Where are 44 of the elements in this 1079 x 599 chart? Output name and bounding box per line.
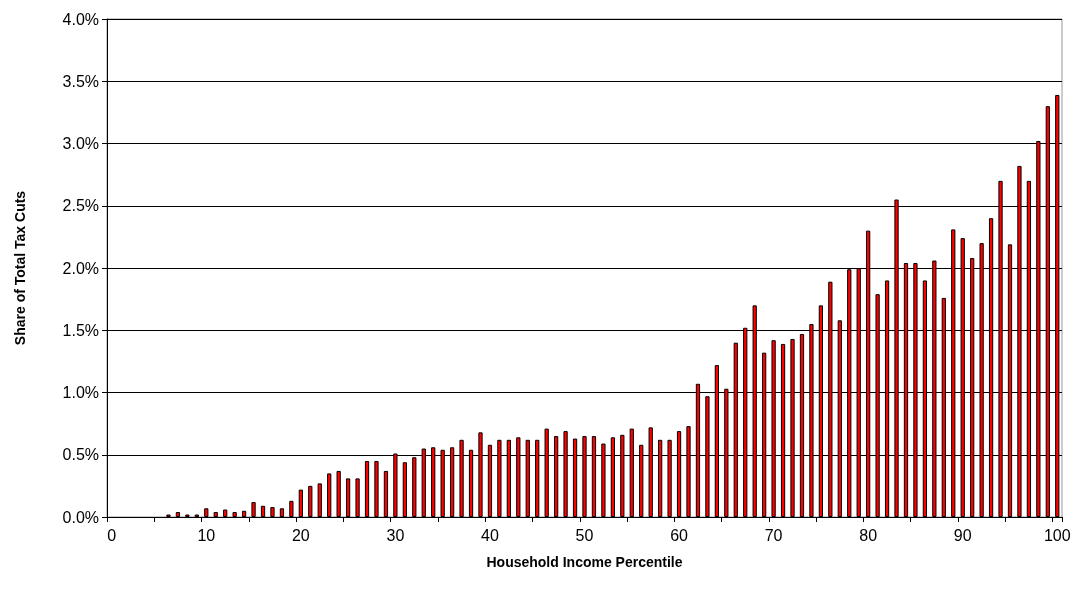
- bar: [223, 509, 228, 517]
- x-tick-label: 40: [481, 526, 499, 544]
- y-tick-label: 4.0%: [62, 10, 99, 28]
- bar: [298, 489, 303, 517]
- bar: [383, 470, 389, 517]
- x-tick-label: 20: [291, 526, 310, 544]
- bar: [402, 462, 407, 517]
- bar: [270, 507, 275, 517]
- y-tick-label: 3.0%: [62, 135, 99, 152]
- y-tick-label: 3.5%: [62, 72, 99, 90]
- x-axis-title: Household Income Percentile: [486, 554, 683, 570]
- bar: [289, 500, 294, 517]
- bar: [327, 473, 332, 517]
- y-tick-label: 0.5%: [62, 446, 99, 464]
- bar: [241, 510, 247, 517]
- bar: [374, 460, 379, 517]
- bar: [260, 505, 266, 517]
- y-tick-label: 2.5%: [62, 197, 99, 215]
- y-tick-label: 0.0%: [62, 508, 99, 526]
- x-tick-label: 50: [575, 526, 594, 544]
- bar: [213, 512, 218, 517]
- bar: [204, 508, 209, 517]
- y-tick-label: 2.0%: [62, 259, 99, 277]
- x-tick-label: 70: [764, 526, 783, 544]
- x-tick-label: 0: [107, 526, 117, 544]
- x-tick-label: 10: [197, 526, 216, 544]
- bar: [345, 478, 351, 517]
- bar: [232, 512, 237, 517]
- bar: [336, 470, 341, 517]
- y-tick-label: 1.0%: [62, 384, 99, 401]
- x-tick-label: 80: [859, 526, 878, 544]
- y-axis-title: Share of Total Tax Cuts: [12, 190, 28, 346]
- x-tick-label: 30: [386, 526, 405, 544]
- x-tick-label: 90: [953, 526, 972, 544]
- bar: [355, 478, 360, 517]
- x-tick-label: 100: [1043, 526, 1071, 544]
- bar: [279, 508, 285, 517]
- bar: [251, 502, 256, 517]
- y-tick-label: 1.5%: [62, 321, 99, 339]
- x-tick-label: 60: [670, 526, 689, 544]
- bar: [308, 485, 313, 517]
- bar: [175, 512, 181, 517]
- bar: [317, 483, 322, 517]
- bar: [364, 460, 370, 517]
